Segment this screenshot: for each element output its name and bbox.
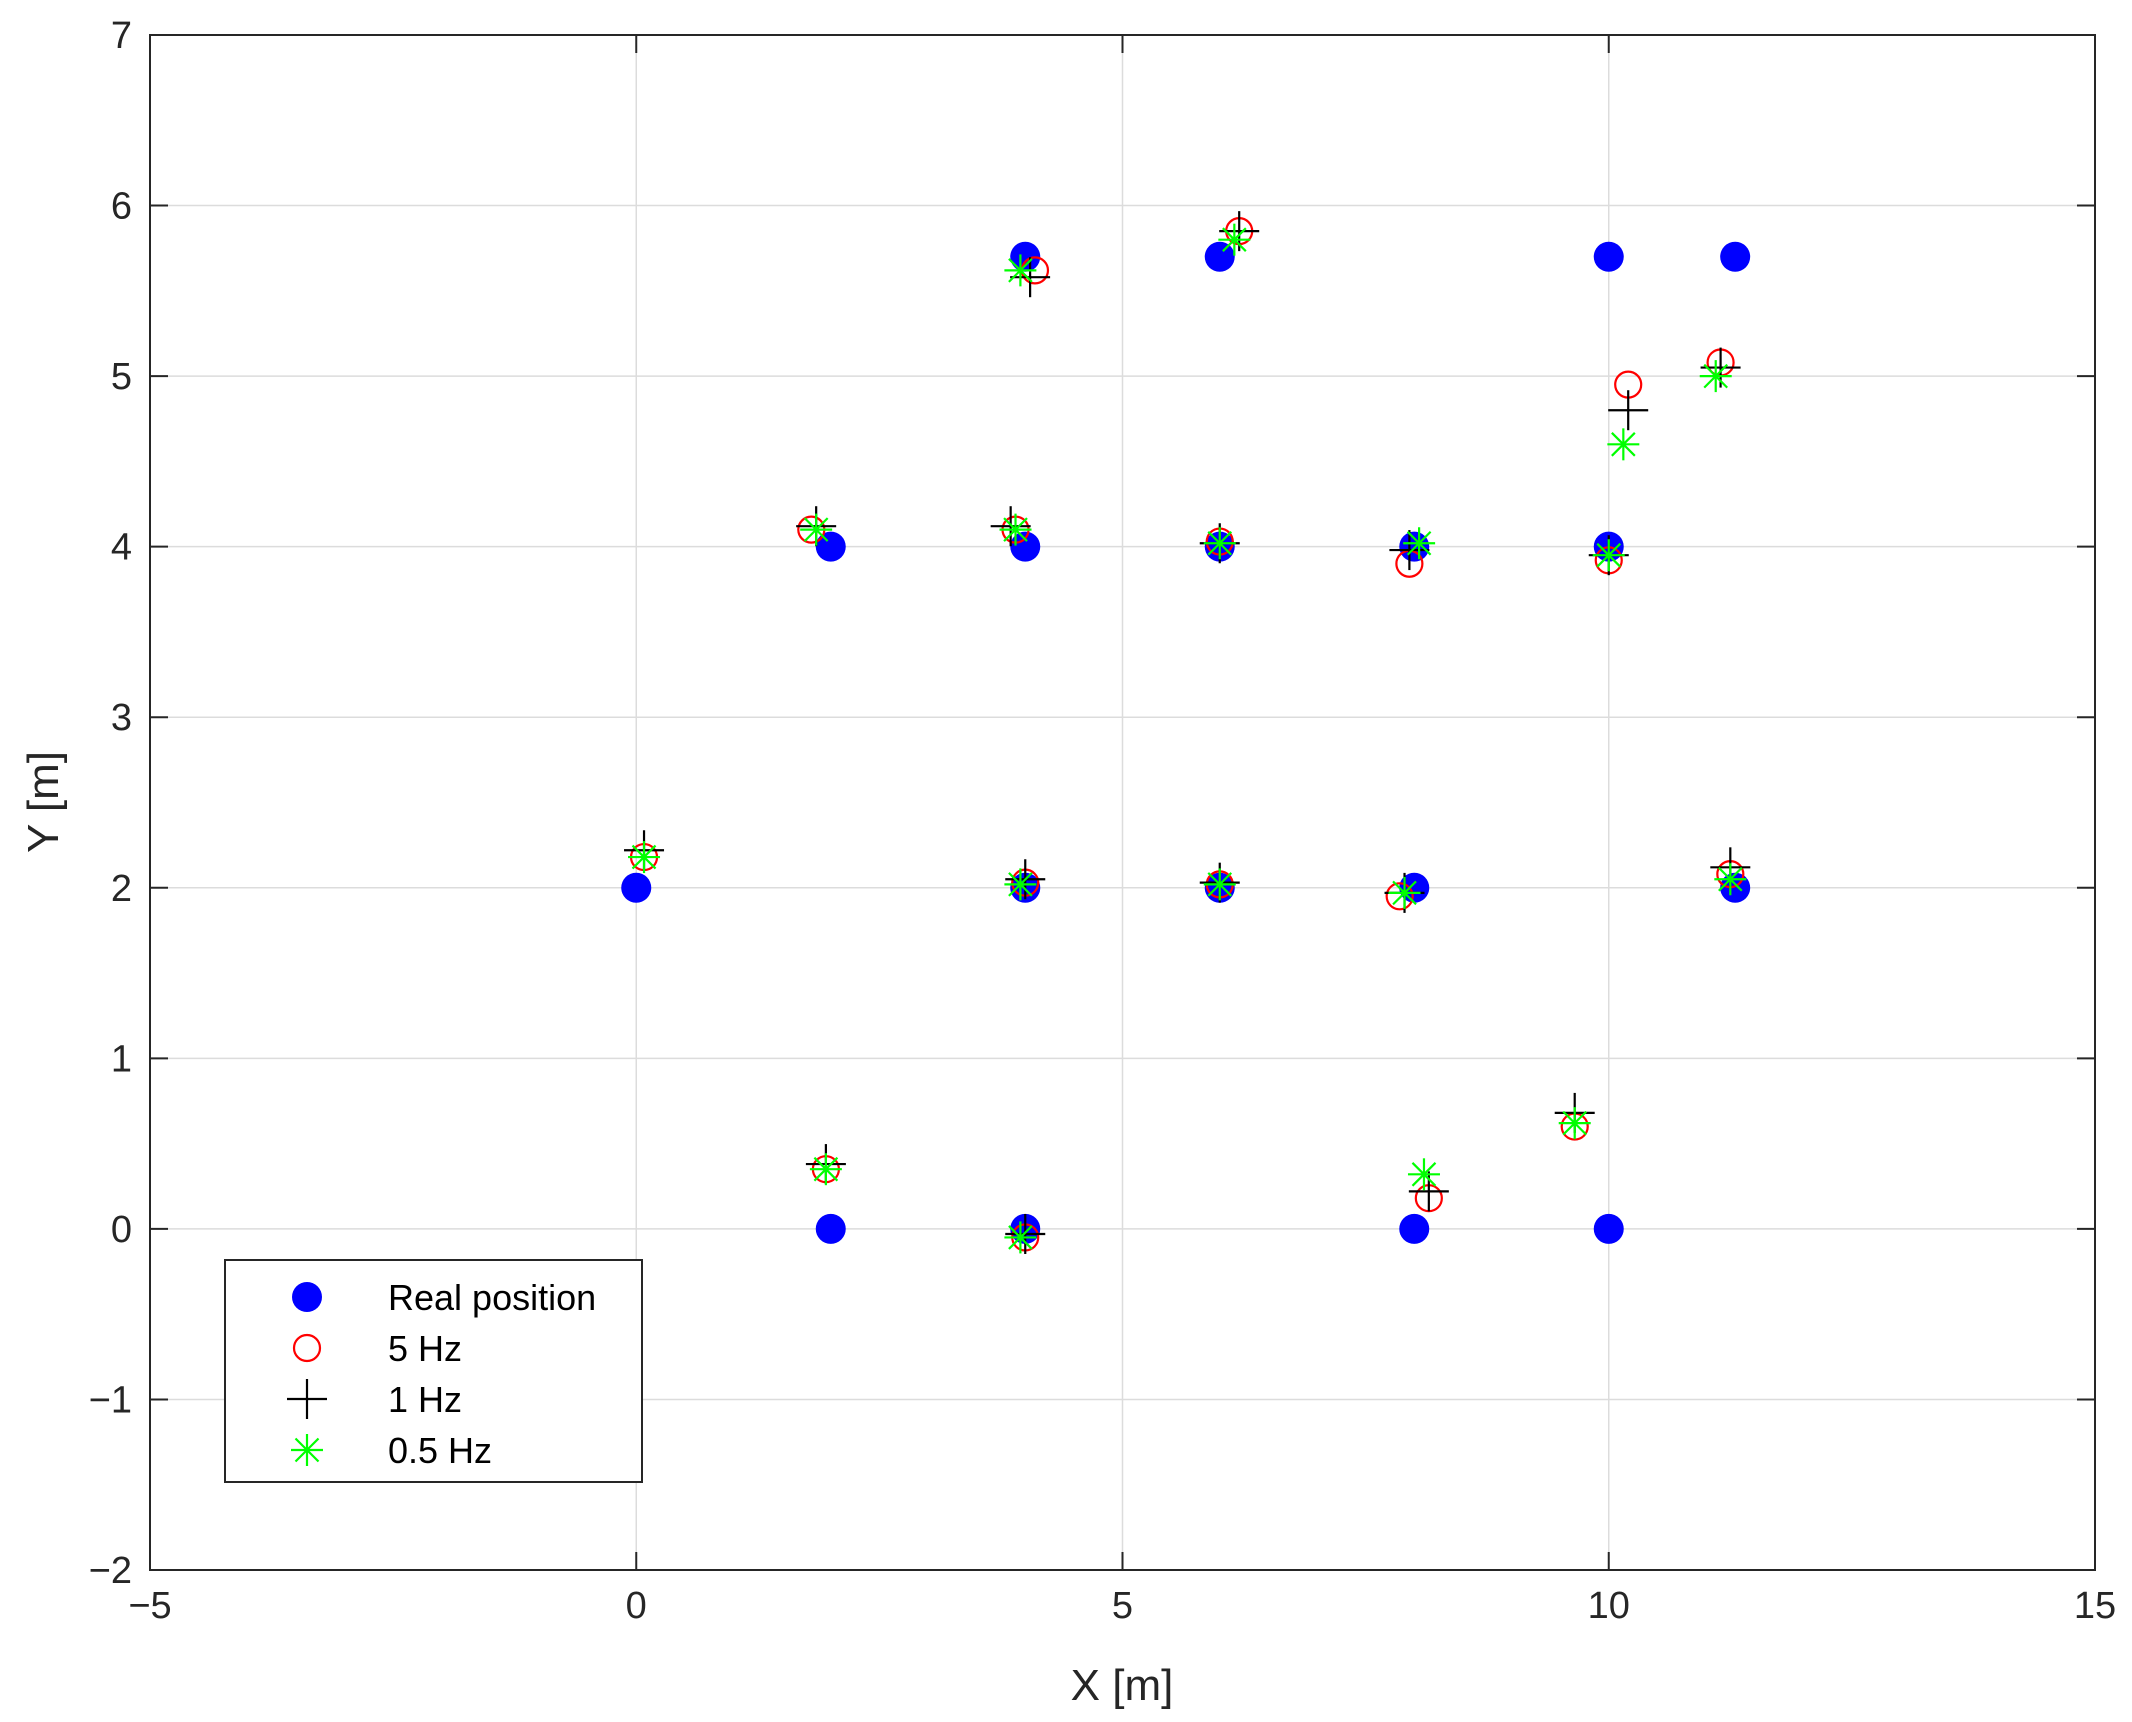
data-point [1593, 1213, 1624, 1244]
data-point [815, 531, 846, 562]
asterisk-stroke [1008, 1225, 1033, 1250]
legend: Real position 5 Hz 1 Hz 0.5 Hz [224, 1259, 643, 1483]
data-point [1004, 1221, 1037, 1254]
data-markers [621, 211, 1751, 1255]
series-0-5-hz [628, 223, 1747, 1254]
data-point [1010, 257, 1051, 298]
y-axis-title: Y [m] [19, 751, 68, 853]
legend-marker [292, 1282, 322, 1312]
legend-marker [291, 1434, 323, 1466]
x-tick-label: 15 [2074, 1585, 2116, 1627]
data-point [815, 1213, 846, 1244]
data-point [1004, 254, 1037, 287]
data-point [1218, 223, 1251, 256]
y-tick-label: 1 [111, 1038, 132, 1080]
y-tick-label: −2 [89, 1550, 132, 1592]
data-point [1592, 539, 1625, 572]
data-point [1010, 531, 1041, 562]
axis-ticks [149, 34, 2096, 1571]
y-tick-label: 3 [111, 697, 132, 739]
data-point [1699, 360, 1732, 393]
asterisk-stroke [1596, 542, 1622, 568]
y-tick-label: 5 [111, 356, 132, 398]
asterisk-stroke [1392, 880, 1417, 906]
series-real-position [621, 241, 1751, 1244]
y-tick-label: 6 [111, 186, 132, 228]
data-point [1389, 530, 1430, 571]
asterisk-stroke [1008, 258, 1033, 283]
asterisk-stroke [813, 1156, 839, 1182]
asterisk-stroke [1562, 1110, 1587, 1136]
asterisk-stroke [1003, 517, 1028, 542]
asterisk-stroke [1611, 432, 1636, 457]
asterisk-stroke [1222, 227, 1247, 252]
data-point [1720, 872, 1751, 903]
x-tick-label: 10 [1588, 1585, 1630, 1627]
legend-label: 0.5 Hz [388, 1430, 492, 1471]
asterisk-stroke [1406, 530, 1432, 556]
data-point [1407, 1158, 1440, 1191]
data-point [1608, 390, 1649, 431]
asterisk-stroke [1008, 872, 1033, 897]
data-point [1385, 882, 1414, 911]
data-point [628, 841, 661, 874]
data-point [1388, 876, 1421, 909]
legend-label: Real position [388, 1277, 596, 1318]
data-point [1558, 1107, 1591, 1140]
asterisk-stroke [631, 844, 657, 870]
tick-labels: −5 0 5 10 15 −2 −1 0 1 2 3 4 5 6 7 [89, 15, 2116, 1627]
asterisk-stroke [1411, 1162, 1437, 1187]
data-point [1720, 241, 1751, 272]
legend-entries: Real position 5 Hz 1 Hz 0.5 Hz [287, 1277, 596, 1471]
x-tick-label: 5 [1112, 1585, 1133, 1627]
data-point [1203, 868, 1236, 901]
data-point [999, 513, 1032, 546]
y-tick-label: 0 [111, 1209, 132, 1251]
data-point [1607, 428, 1640, 461]
data-point [1004, 868, 1037, 901]
x-axis-title: X [m] [1071, 1661, 1174, 1710]
legend-label: 1 Hz [388, 1379, 462, 1420]
data-point [809, 1153, 842, 1186]
asterisk-stroke [294, 1437, 320, 1463]
data-point [1593, 241, 1624, 272]
data-point [1714, 863, 1747, 896]
x-tick-label: −5 [128, 1585, 171, 1627]
data-point [1403, 527, 1436, 560]
data-point [1010, 241, 1041, 272]
y-tick-label: 4 [111, 527, 132, 569]
asterisk-stroke [1718, 866, 1743, 892]
data-point [621, 872, 652, 903]
asterisk-stroke [1207, 872, 1233, 897]
legend-marker [287, 1379, 327, 1419]
asterisk-stroke [803, 517, 829, 542]
x-tick-label: 0 [626, 1585, 647, 1627]
asterisk-stroke [1703, 363, 1729, 389]
legend-label: 5 Hz [388, 1328, 462, 1369]
y-tick-label: 2 [111, 868, 132, 910]
y-tick-label: −1 [89, 1379, 132, 1421]
asterisk-stroke [1207, 530, 1233, 556]
data-point [1204, 241, 1235, 272]
y-tick-label: 7 [111, 15, 132, 57]
data-point [1203, 527, 1236, 560]
data-point [800, 513, 833, 546]
legend-marker [292, 1333, 322, 1363]
data-point [1399, 1213, 1430, 1244]
